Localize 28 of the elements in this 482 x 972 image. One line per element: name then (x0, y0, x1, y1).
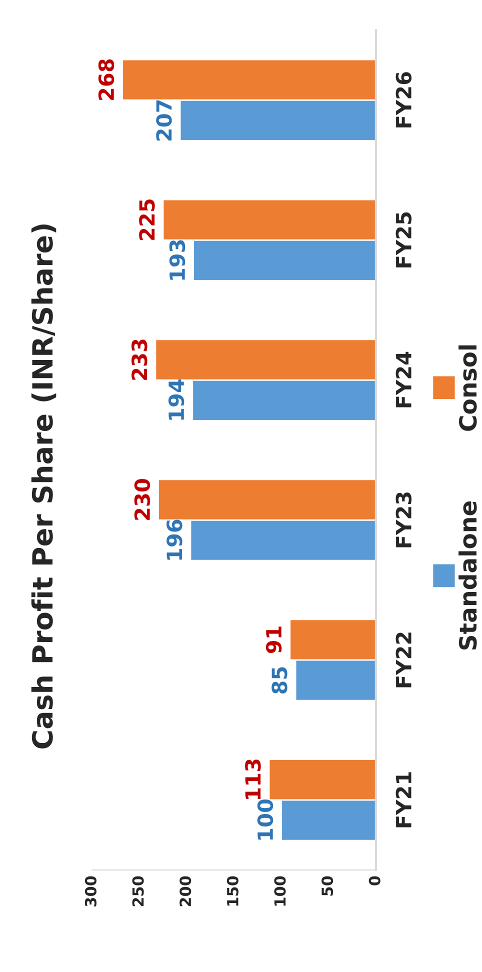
legend-label: Consol (458, 345, 477, 431)
legend-label: Standalone (458, 501, 477, 650)
data-label: 196 (166, 520, 182, 560)
data-label: 207 (156, 100, 172, 141)
x-tick-label: 0 (368, 876, 380, 886)
data-label: 194 (168, 380, 184, 420)
y-tick-label: FY22 (396, 632, 412, 688)
data-label: 268 (98, 59, 114, 100)
y-tick-label: FY26 (396, 72, 412, 128)
y-tick-label: FY25 (396, 212, 412, 268)
x-tick-label: 250 (132, 876, 144, 906)
data-label: 193 (169, 240, 186, 280)
data-label: 230 (134, 478, 150, 520)
x-tick-label: 200 (180, 876, 192, 906)
y-tick-label: FY24 (396, 352, 412, 408)
y-tick-label: FY21 (396, 772, 412, 828)
data-label: 85 (272, 667, 288, 694)
data-label: 91 (266, 626, 282, 654)
data-label: 113 (245, 760, 261, 800)
text: Cash Profit Per Share (INR/Share) (31, 224, 56, 748)
x-tick-label: 100 (274, 876, 286, 906)
y-tick-label: FY23 (396, 492, 412, 548)
x-tick-label: 50 (322, 876, 334, 896)
data-label: 233 (132, 340, 148, 380)
data-label: 100 (257, 800, 274, 840)
data-label: 225 (139, 200, 155, 240)
x-tick-label: 150 (226, 876, 238, 906)
x-tick-label: 300 (84, 876, 96, 906)
